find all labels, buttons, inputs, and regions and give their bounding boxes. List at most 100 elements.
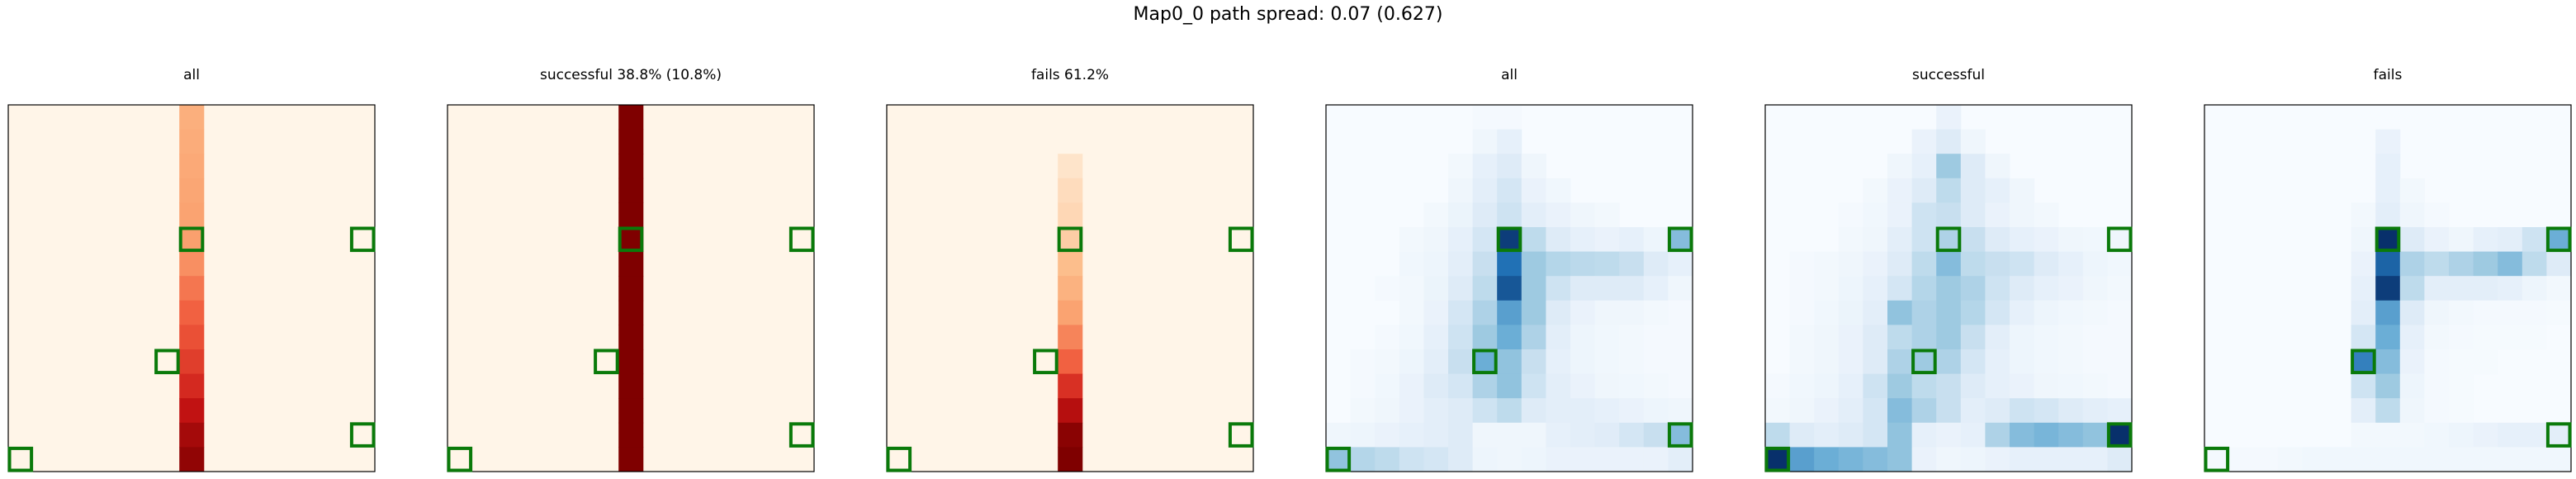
heatmap-cell xyxy=(2082,227,2108,253)
heatmap-cell xyxy=(1058,373,1083,399)
heatmap-cell xyxy=(1546,447,1571,472)
heatmap-cell xyxy=(2498,300,2523,325)
heatmap-cell xyxy=(1960,227,1986,253)
heatmap-cell xyxy=(2058,422,2084,448)
heatmap-cell xyxy=(1521,276,1546,301)
location-marker xyxy=(2375,226,2401,253)
heatmap-cell xyxy=(1960,447,1986,472)
heatmap-cell xyxy=(179,129,205,154)
heatmap-cell xyxy=(1936,251,1962,277)
heatmap-cell xyxy=(2522,422,2547,448)
location-marker xyxy=(2106,422,2133,448)
heatmap-cell xyxy=(2424,227,2450,253)
heatmap-cell xyxy=(1472,178,1498,203)
heatmap-cell xyxy=(1985,349,2010,375)
heatmap-cell xyxy=(179,373,205,399)
heatmap-cell xyxy=(2522,251,2547,277)
heatmap-cell xyxy=(1546,300,1571,325)
location-marker xyxy=(154,349,180,375)
heatmap-cell xyxy=(2351,251,2376,277)
location-marker xyxy=(178,226,205,253)
heatmap-cell xyxy=(1936,349,1962,375)
heatmap-cell xyxy=(1521,422,1546,448)
heatmap-cell xyxy=(1863,447,1888,472)
heatmap-cell xyxy=(2058,398,2084,424)
heatmap-cell xyxy=(1594,227,1620,253)
heatmap-cell xyxy=(1863,325,1888,350)
heatmap-cell xyxy=(2546,300,2572,325)
heatmap-cell xyxy=(1863,227,1888,253)
heatmap-cell xyxy=(2473,300,2498,325)
heatmap-cell xyxy=(1472,202,1498,228)
heatmap-cell xyxy=(1887,398,1913,424)
heatmap-cell xyxy=(1936,398,1962,424)
heatmap-cell xyxy=(2351,276,2376,301)
heatmap-cell xyxy=(1838,349,1863,375)
heatmap-cell xyxy=(1570,373,1596,399)
heatmap-cell xyxy=(2449,325,2474,350)
heatmap-cell xyxy=(1497,105,1522,130)
location-marker xyxy=(1472,349,1498,375)
heatmap-cell xyxy=(1960,373,1986,399)
heatmap-cell xyxy=(1985,422,2010,448)
heatmap-cell xyxy=(2473,349,2498,375)
heatmap-cell xyxy=(2399,178,2425,203)
heatmap-cell xyxy=(1960,202,1986,228)
heatmap-cell xyxy=(1594,422,1620,448)
heatmap-cell xyxy=(2449,447,2474,472)
heatmap-cell xyxy=(2034,398,2059,424)
heatmap-cell xyxy=(2010,447,2035,472)
heatmap-cell xyxy=(179,251,205,277)
heatmap-cell xyxy=(2424,422,2450,448)
heatmap-cell xyxy=(1375,349,1400,375)
heatmap-cell xyxy=(1960,325,1986,350)
heatmap-cell xyxy=(1936,373,1962,399)
heatmap-cell xyxy=(1472,373,1498,399)
heatmap-cell xyxy=(179,202,205,228)
heatmap-cell xyxy=(1521,447,1546,472)
heatmap-cell xyxy=(1643,398,1669,424)
heatmap-cell xyxy=(1058,447,1083,472)
heatmap-cell xyxy=(2546,251,2572,277)
heatmap-cell xyxy=(1863,373,1888,399)
heatmap-cell xyxy=(1887,227,1913,253)
heatmap-cell xyxy=(1472,129,1498,154)
heatmap-cell xyxy=(1448,202,1474,228)
heatmap-cell xyxy=(1789,349,1815,375)
heatmap-cell xyxy=(2399,398,2425,424)
heatmap-cell xyxy=(1570,349,1596,375)
heatmap-cell xyxy=(1985,178,2010,203)
heatmap-cell xyxy=(1448,349,1474,375)
heatmap-cell xyxy=(1058,251,1083,277)
heatmap-cell xyxy=(1399,251,1424,277)
heatmap-cell xyxy=(1546,227,1571,253)
heatmap-cell xyxy=(2107,349,2133,375)
heatmap-cell xyxy=(1619,349,1645,375)
heatmap-cell xyxy=(1350,447,1376,472)
heatmap-cell xyxy=(2082,325,2108,350)
heatmap-cell xyxy=(618,300,644,325)
heatmap-cell xyxy=(1668,398,1693,424)
heatmap-cell xyxy=(1985,447,2010,472)
heatmap-cell xyxy=(2058,251,2084,277)
heatmap-cell xyxy=(1887,202,1913,228)
heatmap-cell xyxy=(1985,276,2010,301)
heatmap-cell xyxy=(1326,422,1352,448)
heatmap-panel-3 xyxy=(886,104,1254,472)
heatmap-cell xyxy=(2399,325,2425,350)
heatmap-cell xyxy=(2107,325,2133,350)
heatmap-cell xyxy=(1448,373,1474,399)
heatmap-cell xyxy=(1863,349,1888,375)
heatmap-cell xyxy=(1423,398,1449,424)
heatmap-cell xyxy=(1911,276,1937,301)
heatmap-cell xyxy=(1985,251,2010,277)
heatmap-cell xyxy=(1911,178,1937,203)
heatmap-cell xyxy=(1985,202,2010,228)
heatmap-cell xyxy=(2399,202,2425,228)
heatmap-cell xyxy=(2034,251,2059,277)
heatmap-cell xyxy=(1887,373,1913,399)
heatmap-cell xyxy=(1448,447,1474,472)
heatmap-cell xyxy=(1863,178,1888,203)
heatmap-frame xyxy=(886,104,1254,472)
heatmap-panel-5 xyxy=(1764,104,2133,472)
